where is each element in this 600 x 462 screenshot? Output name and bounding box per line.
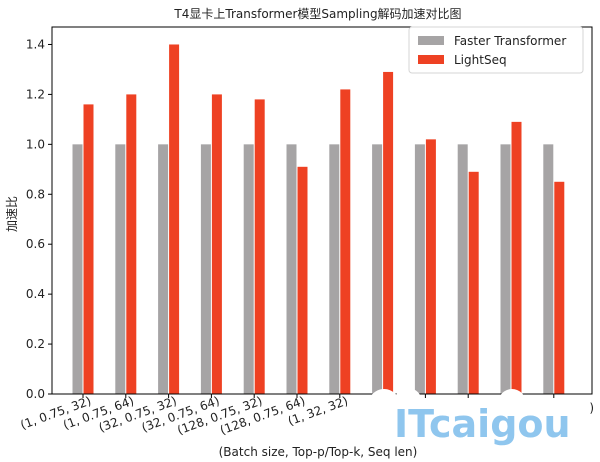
y-tick-label: 0.2: [26, 337, 45, 351]
y-axis-title: 加速比: [5, 196, 19, 232]
legend-label-lightseq: LightSeq: [454, 53, 507, 67]
bar-lightseq: [83, 104, 94, 394]
bar-faster-transformer: [286, 144, 297, 394]
watermark: ITcaigou: [368, 388, 571, 446]
bar-faster-transformer: [329, 144, 340, 394]
bar-lightseq: [511, 121, 522, 394]
bar-lightseq: [169, 44, 180, 394]
y-tick-label: 0.4: [26, 287, 45, 301]
plot-frame: [51, 26, 593, 395]
bar-faster-transformer: [543, 144, 554, 394]
bar-lightseq: [554, 181, 565, 394]
y-tick-label: 0.0: [26, 387, 45, 401]
bar-faster-transformer: [243, 144, 254, 394]
bar-faster-transformer: [200, 144, 211, 394]
legend-swatch-faster-transformer: [418, 36, 444, 45]
bar-faster-transformer: [158, 144, 169, 394]
watermark-text: ITcaigou: [394, 402, 571, 446]
y-axis: 0.0 0.2 0.4 0.6 0.8 1.0 1.2 1.4: [26, 37, 52, 401]
bar-lightseq: [211, 94, 222, 394]
y-tick-label: 1.0: [26, 137, 45, 151]
bar-faster-transformer: [115, 144, 126, 394]
bar-lightseq: [340, 89, 351, 394]
bar-lightseq: [425, 139, 436, 394]
y-tick-label: 1.2: [26, 87, 45, 101]
bar-faster-transformer: [500, 144, 511, 394]
bar-lightseq: [254, 99, 265, 394]
y-tick-label: 1.4: [26, 37, 45, 51]
bar-lightseq: [126, 94, 137, 394]
bar-faster-transformer: [414, 144, 425, 394]
bar-faster-transformer: [372, 144, 383, 394]
x-tick-label: ): [589, 401, 594, 415]
y-tick-label: 0.6: [26, 237, 45, 251]
legend-label-faster-transformer: Faster Transformer: [454, 34, 566, 48]
bar-lightseq: [468, 171, 479, 394]
bar-faster-transformer: [72, 144, 83, 394]
x-axis-title: (Batch size, Top-p/Top-k, Seq len): [219, 445, 418, 459]
y-tick-label: 0.8: [26, 187, 45, 201]
bar-lightseq: [297, 166, 308, 394]
bar-faster-transformer: [457, 144, 468, 394]
chart-title: T4显卡上Transformer模型Sampling解码加速对比图: [173, 7, 461, 21]
legend-swatch-lightseq: [418, 55, 444, 64]
bar-lightseq: [383, 71, 394, 394]
legend: Faster Transformer LightSeq: [408, 26, 584, 74]
bars: [72, 44, 565, 394]
